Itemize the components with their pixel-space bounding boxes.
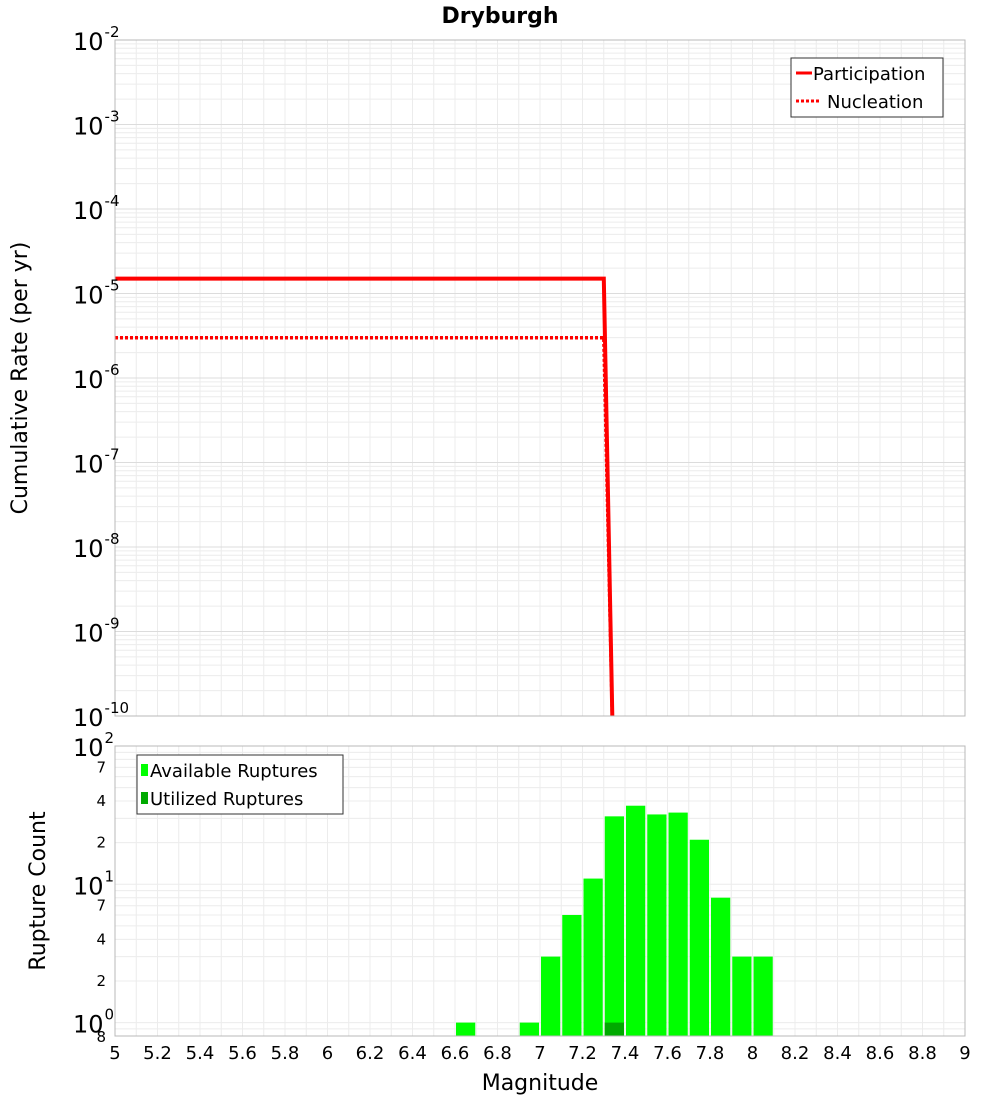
x-tick-label: 8.4 <box>823 1043 852 1064</box>
bottom-plot-frame <box>114 745 966 1037</box>
bar-available-ruptures <box>668 812 688 1036</box>
x-tick-label: 5.6 <box>228 1043 257 1064</box>
chart-title: Dryburgh <box>441 4 558 29</box>
bar-available-ruptures <box>732 956 752 1036</box>
x-tick-label: 6.2 <box>356 1043 385 1064</box>
bar-available-ruptures <box>604 816 624 1036</box>
top-lines <box>115 276 615 717</box>
available-legend-label: Available Ruptures <box>150 761 318 782</box>
available-legend-swatch <box>141 764 148 776</box>
y-minor-tick-label: 7 <box>96 758 106 776</box>
x-tick-label: 6.8 <box>483 1043 512 1064</box>
participation-legend-label: Participation <box>813 64 925 85</box>
y-tick-label: 10-4 <box>73 192 120 225</box>
y-tick-label: 10-6 <box>73 361 120 394</box>
x-tick-label: 5.8 <box>271 1043 300 1064</box>
y-tick-label: 10-2 <box>73 23 120 56</box>
top-legend-box <box>790 57 944 118</box>
y-minor-tick-label: 7 <box>96 897 106 915</box>
x-tick-label: 5 <box>109 1043 120 1064</box>
bar-available-ruptures <box>647 814 667 1036</box>
x-tick-label: 7.2 <box>568 1043 597 1064</box>
top-plot-frame <box>114 39 966 717</box>
top-legend: Participation Nucleation <box>790 57 944 118</box>
bar-utilized-ruptures <box>604 1022 624 1036</box>
bar-available-ruptures <box>519 1022 539 1036</box>
bar-available-ruptures <box>456 1022 476 1036</box>
nucleation-legend-label: Nucleation <box>827 92 923 113</box>
series-line-nucleation <box>115 335 615 717</box>
top-y-tick-labels: 10-2 10-3 10-4 10-5 10-6 10-7 10-8 10-9 10-10 <box>73 23 129 732</box>
bar-available-ruptures <box>583 878 603 1036</box>
y-minor-tick-label: 4 <box>96 792 106 810</box>
y-tick-label: 10-9 <box>73 615 120 648</box>
x-tick-label: 5.2 <box>143 1043 172 1064</box>
bottom-legend: Available Ruptures Utilized Ruptures <box>136 754 344 815</box>
y-minor-tick-label: 8 <box>96 1028 106 1046</box>
bar-available-ruptures <box>753 956 773 1036</box>
utilized-legend-swatch <box>141 792 148 804</box>
x-tick-label: 8.2 <box>781 1043 810 1064</box>
x-tick-label: 5.4 <box>186 1043 215 1064</box>
y-tick-label: 100 <box>73 1006 114 1039</box>
y-tick-label: 10-7 <box>73 446 120 479</box>
top-y-axis-label: Cumulative Rate (per yr) <box>8 242 33 515</box>
x-tick-label: 6 <box>322 1043 333 1064</box>
top-plot-grid <box>114 40 966 717</box>
y-tick-label: 10-10 <box>73 699 129 732</box>
x-tick-labels: 5 5.2 5.4 5.6 5.8 6 6.2 6.4 6.6 6.8 7 7.2 7.4 7.6 7.8 8… <box>109 1043 970 1064</box>
x-tick-label: 7.6 <box>653 1043 682 1064</box>
x-tick-label: 8.6 <box>866 1043 895 1064</box>
x-tick-label: 7.4 <box>611 1043 640 1064</box>
y-minor-tick-label: 2 <box>96 834 106 852</box>
bar-available-ruptures <box>541 956 561 1036</box>
x-tick-label: 6.6 <box>441 1043 470 1064</box>
x-axis-label: Magnitude <box>482 1071 599 1096</box>
x-tick-label: 7 <box>534 1043 545 1064</box>
utilized-legend-label: Utilized Ruptures <box>150 789 303 810</box>
bar-available-ruptures <box>711 897 731 1036</box>
y-tick-label: 10-5 <box>73 277 120 310</box>
x-tick-label: 6.4 <box>398 1043 427 1064</box>
bar-available-ruptures <box>626 805 646 1036</box>
y-tick-label: 10-8 <box>73 530 120 563</box>
y-tick-label: 10-3 <box>73 108 120 141</box>
x-tick-label: 7.8 <box>696 1043 725 1064</box>
x-tick-label: 9 <box>959 1043 970 1064</box>
bar-available-ruptures <box>562 914 582 1036</box>
y-tick-label: 101 <box>73 867 114 900</box>
bottom-legend-box <box>136 754 344 815</box>
y-minor-tick-label: 2 <box>96 972 106 990</box>
bottom-bars <box>456 805 773 1036</box>
y-tick-label: 102 <box>73 729 114 762</box>
y-minor-tick-label: 4 <box>96 930 106 948</box>
bottom-y-axis-label: Rupture Count <box>26 811 51 971</box>
bottom-y-tick-labels: 102 101 100 7 4 2 7 4 2 8 <box>73 729 114 1046</box>
x-tick-label: 8 <box>747 1043 758 1064</box>
x-tick-label: 8.8 <box>908 1043 937 1064</box>
bar-available-ruptures <box>689 839 709 1036</box>
